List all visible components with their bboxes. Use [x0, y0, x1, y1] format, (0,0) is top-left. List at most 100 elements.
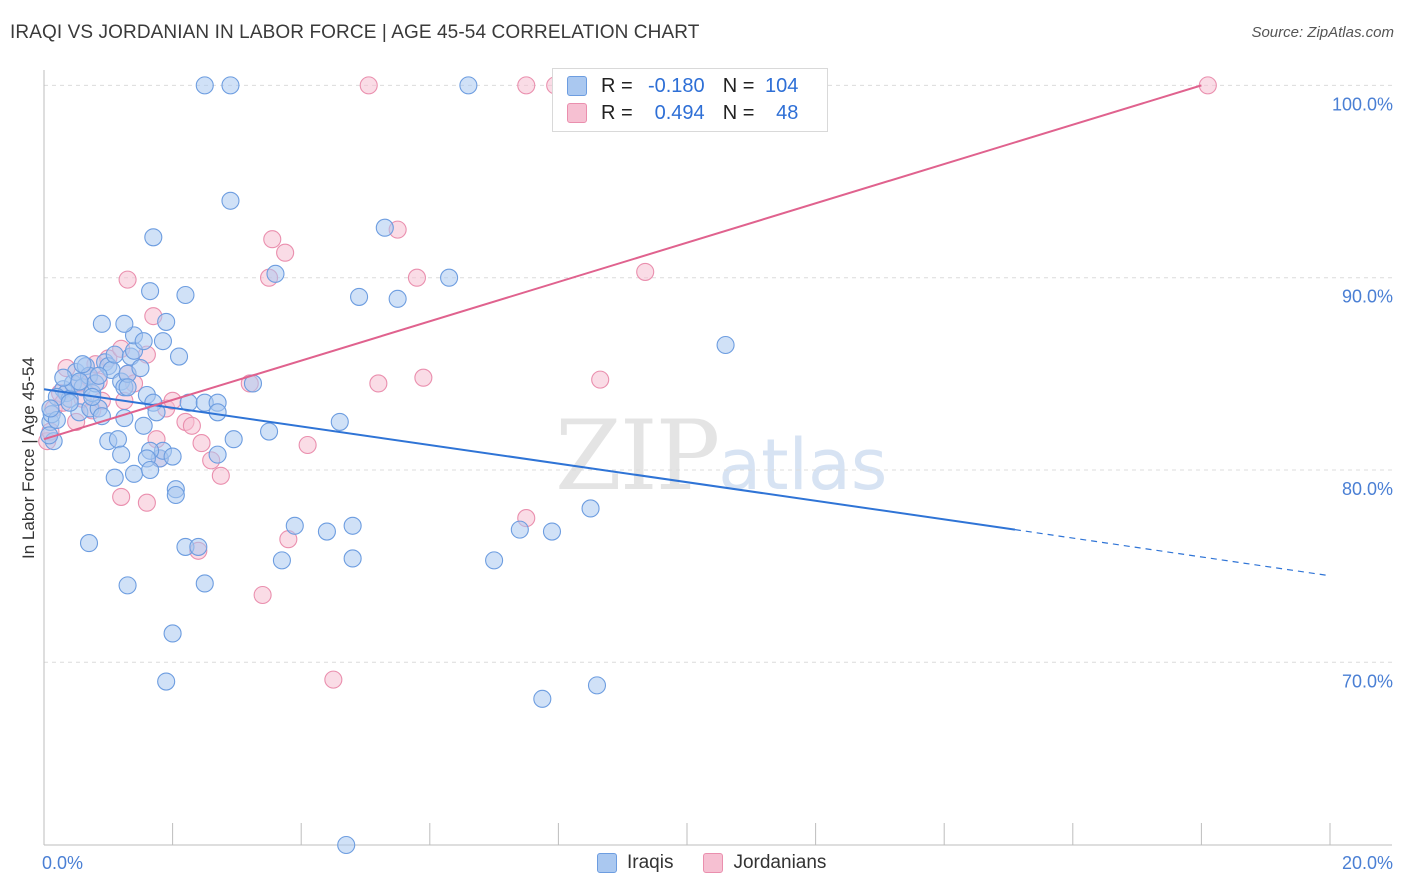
jordanians-point: [137, 493, 156, 512]
legend-row-jordanians: R = 0.494 N = 48: [567, 100, 798, 126]
jordanians-point: [298, 435, 317, 455]
chart-source: Source: ZipAtlas.com: [1251, 24, 1394, 41]
iraqis-trend-line: [43, 388, 1016, 531]
iraqis-point: [41, 399, 60, 418]
iraqis-point: [221, 191, 240, 210]
iraqis-point: [285, 516, 304, 535]
chart-title: IRAQI VS JORDANIAN IN LABOR FORCE | AGE …: [10, 22, 700, 43]
watermark-atlas: atlas: [718, 424, 888, 506]
iraqis-point: [459, 76, 478, 95]
jordanians-point: [192, 434, 211, 453]
iraqis-point: [176, 285, 195, 305]
legend-swatch-jordanians: [567, 103, 587, 123]
axis-labels: 100.0% 90.0% 80.0% 70.0% 0.0% 20.0% In Labor F…: [19, 94, 1393, 873]
iraqis-point: [144, 228, 163, 247]
iraqis-point: [54, 368, 73, 387]
iraqis-point: [124, 464, 144, 483]
jordanians-point: [517, 76, 536, 95]
iraqis-point: [485, 551, 504, 570]
legend-r-value: -0.180: [647, 74, 705, 97]
iraqis-point: [169, 347, 189, 366]
legend-n-label: N =: [722, 101, 755, 124]
legend-r-value: 0.494: [654, 101, 705, 124]
iraqis-point: [105, 345, 124, 364]
iraqis-point: [157, 312, 176, 331]
jordanians-point: [407, 268, 426, 287]
gridlines: [44, 84, 1392, 663]
jordanians-point: [369, 374, 388, 393]
iraqis-point: [163, 447, 182, 466]
jordanians-point: [253, 585, 272, 605]
iraqis-point: [266, 264, 285, 283]
jordanians-point: [276, 243, 295, 262]
iraqis-point: [134, 332, 153, 351]
iraqis-point: [440, 268, 459, 287]
y-tick-label: 70.0%: [1342, 671, 1393, 691]
series-swatch-jordanians: [703, 853, 724, 873]
legend-swatch-iraqis: [567, 76, 587, 96]
iraqis-point: [89, 366, 108, 385]
legend-row-iraqis: R = -0.180 N = 104: [567, 73, 798, 99]
iraqis-point: [73, 355, 92, 374]
iraqis-point: [337, 835, 356, 855]
jordanians-point: [211, 466, 230, 485]
jordanians-point: [591, 370, 610, 389]
jordanians-points: [38, 76, 1217, 689]
jordanians-point: [414, 368, 433, 387]
x-tick-label: 20.0%: [1342, 853, 1393, 873]
iraqis-point: [259, 422, 279, 441]
series-legend: Iraqis Jordanians: [597, 852, 856, 874]
iraqis-point: [343, 516, 362, 535]
series-label-iraqis: Iraqis: [627, 852, 674, 873]
iraqis-point: [141, 282, 160, 301]
legend-n-value: 48: [776, 101, 799, 124]
iraqis-point: [375, 218, 394, 237]
jordanians-point: [263, 230, 282, 249]
legend-n-value: 104: [765, 74, 799, 97]
iraqis-point: [388, 289, 407, 308]
iraqis-point: [208, 445, 227, 464]
watermark-zip: ZIP: [555, 400, 720, 512]
y-tick-label: 90.0%: [1342, 287, 1393, 307]
iraqis-point: [587, 676, 607, 695]
series-label-jordanians: Jordanians: [733, 852, 827, 873]
series-legend-jordanians[interactable]: Jordanians: [703, 852, 826, 874]
jordanians-point: [118, 270, 137, 289]
iraqis-point: [131, 359, 150, 378]
iraqis-point: [157, 672, 176, 691]
iraqis-point: [224, 430, 243, 449]
series-legend-iraqis[interactable]: Iraqis: [597, 852, 673, 874]
iraqis-point: [272, 551, 291, 570]
iraqis-point: [115, 314, 134, 333]
iraqis-point: [60, 393, 79, 412]
legend-r-label: R =: [601, 101, 633, 124]
stats-legend: R = -0.180 N = 104 R = 0.494 N = 48: [552, 68, 828, 132]
jordanians-point: [359, 76, 378, 95]
iraqis-point: [195, 76, 214, 95]
legend-r-label: R =: [601, 74, 633, 97]
jordanians-point: [324, 670, 343, 689]
y-axis-label: In Labor Force | Age 45-54: [19, 357, 38, 559]
iraqis-point: [533, 689, 552, 708]
y-tick-label: 80.0%: [1342, 479, 1393, 499]
iraqis-point: [166, 485, 185, 505]
iraqis-point: [716, 335, 735, 355]
iraqis-point: [118, 576, 137, 595]
jordanians-point: [1198, 76, 1217, 95]
iraqis-point: [208, 403, 227, 422]
watermark: ZIPatlas: [555, 400, 887, 512]
jordanians-trend-line: [43, 84, 1202, 441]
iraqis-point: [221, 76, 240, 95]
iraqis-point: [195, 574, 214, 593]
iraqis-point: [92, 314, 111, 333]
iraqis-point: [163, 624, 182, 643]
y-tick-label: 100.0%: [1332, 94, 1393, 114]
iraqis-point: [542, 522, 562, 541]
iraqis-trend-extension: [1014, 529, 1331, 577]
iraqis-point: [105, 468, 124, 487]
x-tick-label: 0.0%: [42, 853, 83, 873]
iraqis-point: [153, 332, 173, 351]
iraqis-point: [118, 378, 137, 397]
axes: [43, 70, 1392, 846]
